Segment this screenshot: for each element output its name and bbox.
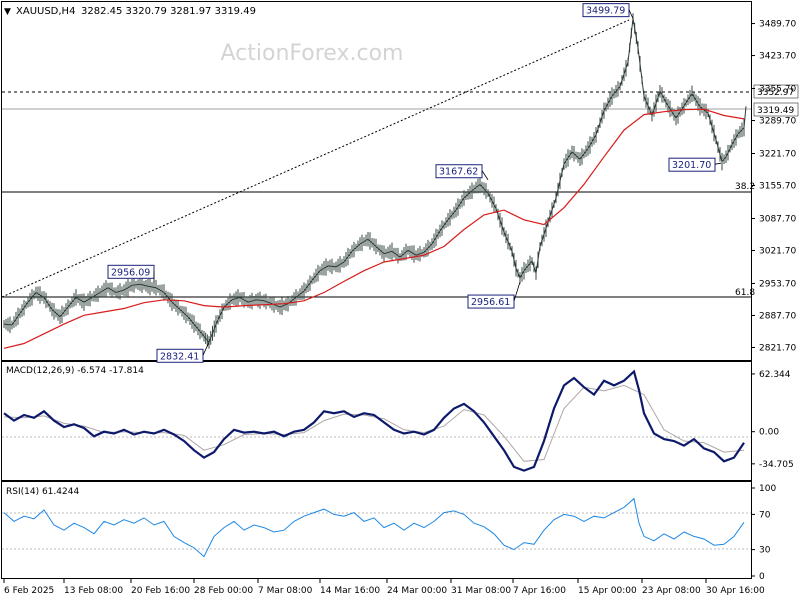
- annotation-leader: [714, 162, 722, 165]
- rsi-panel-frame: [1, 481, 752, 579]
- price-y-tick-label: 3021.70: [759, 246, 796, 256]
- current-price-tag: [753, 102, 799, 117]
- macd-main-line: [3, 369, 745, 472]
- rsi-title: RSI(14) 61.4244: [6, 487, 79, 497]
- price-y-tick-label: 3289.70: [759, 117, 796, 127]
- x-tick-label: 20 Feb 16:00: [131, 586, 190, 596]
- rsi-y-tick-label: 70: [759, 510, 771, 520]
- rsi-series-group: [3, 497, 745, 558]
- price-y-tick-label: 3221.70: [759, 150, 796, 160]
- x-tick-label: 31 Mar 08:00: [451, 586, 511, 596]
- price-y-tick-label: 2953.70: [759, 279, 796, 289]
- price-y-axis: 3489.70 3423.70 3355.70 3289.70 3221.70 3155.…: [751, 20, 796, 353]
- annotation-label: 3167.62: [439, 167, 478, 178]
- annotation-label: 3201.70: [672, 160, 711, 171]
- price-y-tick-label: 3423.70: [759, 52, 796, 62]
- rsi-line: [3, 497, 745, 558]
- annotation-leader: [202, 342, 210, 356]
- chart-header-arrow-icon[interactable]: ▼: [4, 7, 11, 17]
- rsi-y-tick-label: 30: [759, 546, 771, 556]
- price-y-tick-label: 2887.70: [759, 311, 796, 321]
- annotation-label: 2832.41: [160, 351, 199, 362]
- watermark-text: ActionForex.com: [221, 41, 404, 66]
- price-y-tick-label: 3155.70: [759, 182, 796, 192]
- price-y-tick-label: 3355.70: [759, 85, 796, 95]
- annotation-label: 3499.79: [586, 6, 625, 17]
- x-tick-label: 28 Feb 00:00: [194, 586, 253, 596]
- price-y-tick-label: 3087.70: [759, 214, 796, 224]
- resistance-tag-text: 3352.97: [757, 88, 794, 98]
- x-tick-label: 6 Feb 2025: [4, 586, 54, 596]
- current-price-tag-text: 3319.49: [757, 106, 794, 116]
- x-tick-label: 7 Mar 08:00: [258, 586, 313, 596]
- annotation-leader: [481, 170, 489, 180]
- fib-61-label: 61.8: [735, 288, 755, 298]
- macd-y-tick-label: 0.00: [759, 428, 779, 438]
- macd-series-group: [3, 369, 745, 472]
- rsi-y-axis: 100 70 30 0: [751, 484, 776, 582]
- chart-symbol: XAUUSD,H4: [16, 6, 75, 17]
- x-tick-label: 7 Apr 16:00: [513, 586, 566, 596]
- moving-average-line: [3, 108, 745, 349]
- macd-title: MACD(12,26,9) -6.574 -17.814: [6, 366, 144, 376]
- annotation-box: [467, 294, 515, 309]
- x-tick-label: 24 Mar 00:00: [387, 586, 447, 596]
- macd-y-tick-label: -34.705: [759, 460, 794, 470]
- price-y-tick-label: 2821.70: [759, 343, 796, 353]
- annotation-label: 2956.09: [111, 267, 150, 278]
- x-tick-label: 23 Apr 08:00: [642, 586, 701, 596]
- annotation-leader: [628, 9, 634, 19]
- price-y-tick-label: 3489.70: [759, 20, 796, 30]
- fib-38-label: 38.2: [735, 182, 755, 192]
- x-tick-label: 14 Mar 16:00: [320, 586, 380, 596]
- macd-y-tick-label: 62.344: [759, 370, 791, 380]
- annotations-group: 3499.79 3201.70 3167.62 2956.61 2956.09 2832.…: [107, 3, 722, 363]
- resistance-tag: [753, 84, 799, 99]
- x-tick-label: 15 Apr 00:00: [578, 586, 637, 596]
- annotation-box: [668, 157, 716, 172]
- macd-panel-frame: [1, 361, 752, 481]
- x-axis: 6 Feb 2025 13 Feb 08:00 20 Feb 16:00 28 Feb…: [3, 579, 765, 596]
- price-line: [3, 18, 747, 344]
- x-tick-label: 30 Apr 16:00: [706, 586, 765, 596]
- chart-ohlc: 3282.45 3320.79 3281.97 3319.49: [81, 6, 256, 17]
- x-tick-label: 13 Feb 08:00: [64, 586, 123, 596]
- macd-y-axis: 62.344 0.00 -34.705: [751, 370, 794, 470]
- price-series-group: [3, 13, 747, 349]
- rsi-y-tick-label: 100: [759, 484, 776, 494]
- annotation-leader: [513, 281, 521, 302]
- annotation-label: 2956.61: [471, 297, 510, 308]
- rsi-y-tick-label: 0: [759, 572, 765, 582]
- annotation-box: [156, 348, 204, 363]
